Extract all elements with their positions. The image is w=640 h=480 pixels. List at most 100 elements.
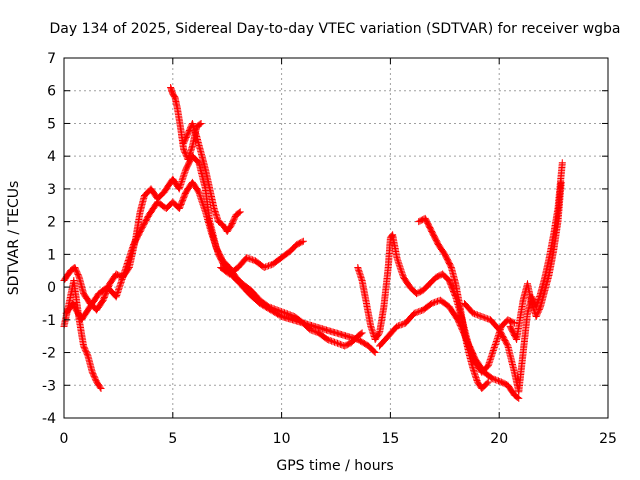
- data-point: [139, 211, 141, 213]
- data-point: [198, 162, 200, 164]
- data-point: [237, 266, 239, 268]
- data-point: [522, 352, 524, 354]
- data-point: [170, 86, 172, 88]
- data-point: [228, 266, 230, 268]
- data-point: [100, 388, 102, 390]
- data-point: [361, 332, 363, 334]
- data-point: [513, 322, 515, 324]
- data-point: [285, 312, 287, 314]
- data-point: [435, 276, 437, 278]
- x-tick-label: 15: [381, 431, 399, 447]
- data-point: [429, 283, 431, 285]
- data-point: [109, 283, 111, 285]
- data-point: [259, 302, 261, 304]
- data-point: [553, 250, 555, 252]
- data-point: [361, 280, 363, 282]
- data-point: [318, 332, 320, 334]
- data-point: [115, 296, 117, 298]
- data-point: [424, 217, 426, 219]
- data-point: [487, 381, 489, 383]
- data-point: [233, 276, 235, 278]
- data-point: [163, 191, 165, 193]
- y-tick-label: -3: [42, 378, 56, 394]
- data-point: [513, 371, 515, 373]
- data-point: [413, 312, 415, 314]
- data-point: [544, 289, 546, 291]
- data-point: [540, 306, 542, 308]
- data-point: [444, 253, 446, 255]
- data-point: [185, 191, 187, 193]
- data-point: [211, 234, 213, 236]
- data-point: [492, 378, 494, 380]
- chart-title: Day 134 of 2025, Sidereal Day-to-day VTE…: [49, 21, 620, 37]
- data-point: [476, 381, 478, 383]
- data-point: [365, 302, 367, 304]
- data-point: [204, 211, 206, 213]
- data-point: [165, 208, 167, 210]
- y-tick-label: 6: [47, 84, 56, 100]
- data-point: [448, 306, 450, 308]
- data-point: [246, 257, 248, 259]
- data-point: [209, 188, 211, 190]
- series-track-9: [415, 214, 492, 392]
- y-tick-label: -2: [42, 346, 56, 362]
- data-point: [254, 260, 256, 262]
- data-point: [416, 293, 418, 295]
- data-point: [222, 224, 224, 226]
- data-point: [115, 273, 117, 275]
- series-track-5: [180, 120, 244, 235]
- data-point: [89, 306, 91, 308]
- data-point: [157, 201, 159, 203]
- data-point: [309, 329, 311, 331]
- data-point: [179, 126, 181, 128]
- data-point: [350, 342, 352, 344]
- axes: -4 -3 -2 -1 0 1 2 3 4 5 6 7 0 5 10 15 20 25: [42, 51, 617, 447]
- data-point: [239, 211, 241, 213]
- data-point: [498, 329, 500, 331]
- x-tick-label: 10: [273, 431, 291, 447]
- y-tick-label: 3: [47, 182, 56, 198]
- data-point: [489, 319, 491, 321]
- data-point: [450, 266, 452, 268]
- data-point: [220, 266, 222, 268]
- data-point: [379, 345, 381, 347]
- data-point: [228, 273, 230, 275]
- data-point: [561, 162, 563, 164]
- data-point: [144, 194, 146, 196]
- data-point: [270, 309, 272, 311]
- data-point: [535, 316, 537, 318]
- data-point: [518, 391, 520, 393]
- x-tick-label: 5: [168, 431, 177, 447]
- data-point: [344, 345, 346, 347]
- data-point: [389, 237, 391, 239]
- data-point: [507, 345, 509, 347]
- data-point: [560, 181, 562, 183]
- data-point: [204, 188, 206, 190]
- data-point: [472, 312, 474, 314]
- data-point: [357, 338, 359, 340]
- data-point: [294, 316, 296, 318]
- data-point: [178, 188, 180, 190]
- data-point: [431, 230, 433, 232]
- data-point: [346, 335, 348, 337]
- data-point: [437, 244, 439, 246]
- data-point: [187, 158, 189, 160]
- data-point: [107, 286, 109, 288]
- data-point: [204, 168, 206, 170]
- data-point: [150, 188, 152, 190]
- data-point: [481, 388, 483, 390]
- data-point: [172, 201, 174, 203]
- y-tick-label: 7: [47, 51, 56, 67]
- y-tick-label: -4: [42, 411, 56, 427]
- data-point: [80, 319, 82, 321]
- data-point: [281, 316, 283, 318]
- data-point: [507, 319, 509, 321]
- data-point: [235, 214, 237, 216]
- data-point: [513, 394, 515, 396]
- data-point: [459, 306, 461, 308]
- data-point: [431, 302, 433, 304]
- data-point: [263, 266, 265, 268]
- data-point: [226, 230, 228, 232]
- data-point: [302, 322, 304, 324]
- data-point: [187, 132, 189, 134]
